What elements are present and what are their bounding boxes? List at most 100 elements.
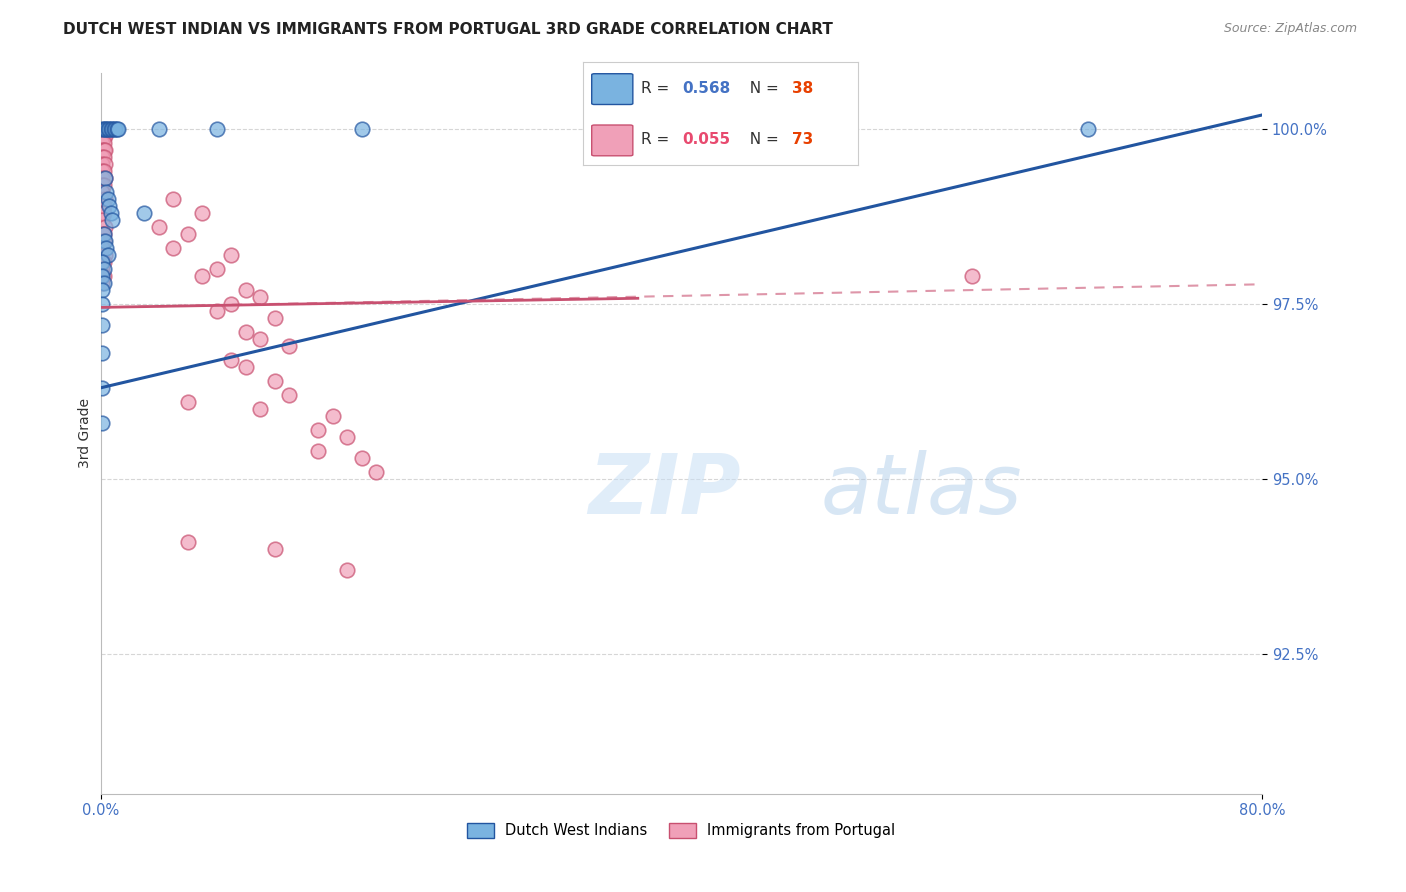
Point bbox=[91, 199, 114, 213]
Point bbox=[91, 346, 114, 360]
Point bbox=[205, 261, 228, 276]
Point bbox=[307, 423, 329, 437]
Point bbox=[100, 122, 122, 136]
Point bbox=[322, 409, 344, 423]
Point bbox=[263, 541, 285, 556]
Point bbox=[101, 122, 124, 136]
Point bbox=[598, 122, 620, 136]
Point bbox=[350, 450, 373, 465]
Point bbox=[93, 143, 115, 157]
Text: R =: R = bbox=[641, 81, 675, 96]
Text: DUTCH WEST INDIAN VS IMMIGRANTS FROM PORTUGAL 3RD GRADE CORRELATION CHART: DUTCH WEST INDIAN VS IMMIGRANTS FROM POR… bbox=[63, 22, 834, 37]
Point bbox=[91, 150, 114, 164]
Point bbox=[91, 241, 114, 255]
Text: R =: R = bbox=[641, 132, 675, 147]
Point bbox=[96, 241, 118, 255]
Point bbox=[219, 248, 242, 262]
Point bbox=[91, 178, 114, 192]
Point bbox=[94, 170, 117, 185]
Point bbox=[93, 122, 115, 136]
Point bbox=[91, 255, 114, 269]
Point bbox=[219, 352, 242, 367]
Point bbox=[91, 128, 114, 143]
Point bbox=[97, 248, 120, 262]
Point bbox=[94, 122, 117, 136]
Point bbox=[94, 157, 117, 171]
Point bbox=[249, 401, 271, 416]
Point bbox=[205, 122, 228, 136]
Point bbox=[98, 199, 121, 213]
Point bbox=[366, 465, 388, 479]
Point bbox=[91, 276, 114, 290]
Point bbox=[91, 185, 114, 199]
Point bbox=[235, 325, 257, 339]
Point bbox=[91, 213, 114, 227]
FancyBboxPatch shape bbox=[592, 125, 633, 156]
Point bbox=[1077, 122, 1099, 136]
Point bbox=[94, 192, 117, 206]
Point bbox=[91, 143, 114, 157]
Point bbox=[162, 241, 184, 255]
Point bbox=[177, 394, 200, 409]
Point bbox=[94, 128, 117, 143]
Point bbox=[235, 359, 257, 374]
Point bbox=[134, 206, 156, 220]
Point bbox=[93, 261, 115, 276]
Point bbox=[93, 199, 115, 213]
Y-axis label: 3rd Grade: 3rd Grade bbox=[79, 399, 93, 468]
Point bbox=[91, 227, 114, 241]
Point bbox=[91, 268, 114, 283]
Point bbox=[219, 297, 242, 311]
Point bbox=[94, 219, 117, 234]
Legend: Dutch West Indians, Immigrants from Portugal: Dutch West Indians, Immigrants from Port… bbox=[461, 817, 901, 844]
Point bbox=[93, 136, 115, 150]
Point bbox=[105, 122, 128, 136]
Point bbox=[103, 122, 125, 136]
Point bbox=[91, 255, 114, 269]
Point bbox=[91, 261, 114, 276]
Point bbox=[91, 122, 114, 136]
Point bbox=[94, 170, 117, 185]
Text: 0.055: 0.055 bbox=[682, 132, 730, 147]
Point bbox=[91, 170, 114, 185]
Point bbox=[91, 297, 114, 311]
Point bbox=[91, 268, 114, 283]
Point bbox=[350, 122, 373, 136]
Point bbox=[336, 430, 359, 444]
Text: atlas: atlas bbox=[821, 450, 1022, 532]
Point bbox=[93, 128, 115, 143]
Point bbox=[101, 213, 124, 227]
Point bbox=[177, 227, 200, 241]
Point bbox=[91, 164, 114, 178]
Point bbox=[336, 563, 359, 577]
Point bbox=[100, 206, 122, 220]
Point bbox=[162, 192, 184, 206]
Point bbox=[93, 268, 115, 283]
Point bbox=[93, 234, 115, 248]
Text: ZIP: ZIP bbox=[589, 450, 741, 532]
Point bbox=[97, 192, 120, 206]
Point bbox=[97, 122, 120, 136]
Point bbox=[91, 157, 114, 171]
Point bbox=[235, 283, 257, 297]
Text: 0.568: 0.568 bbox=[682, 81, 731, 96]
Text: N =: N = bbox=[740, 132, 783, 147]
Point bbox=[96, 122, 118, 136]
Point bbox=[278, 388, 301, 402]
Text: N =: N = bbox=[740, 81, 783, 96]
Point bbox=[148, 219, 170, 234]
Point bbox=[93, 164, 115, 178]
Point bbox=[177, 534, 200, 549]
Point bbox=[205, 304, 228, 318]
Point bbox=[91, 136, 114, 150]
Point bbox=[91, 234, 114, 248]
Point bbox=[93, 227, 115, 241]
Point bbox=[91, 416, 114, 430]
Point bbox=[148, 122, 170, 136]
Point bbox=[191, 268, 214, 283]
Point bbox=[93, 178, 115, 192]
FancyBboxPatch shape bbox=[592, 74, 633, 104]
Point bbox=[93, 255, 115, 269]
Text: 73: 73 bbox=[792, 132, 813, 147]
Point bbox=[307, 443, 329, 458]
